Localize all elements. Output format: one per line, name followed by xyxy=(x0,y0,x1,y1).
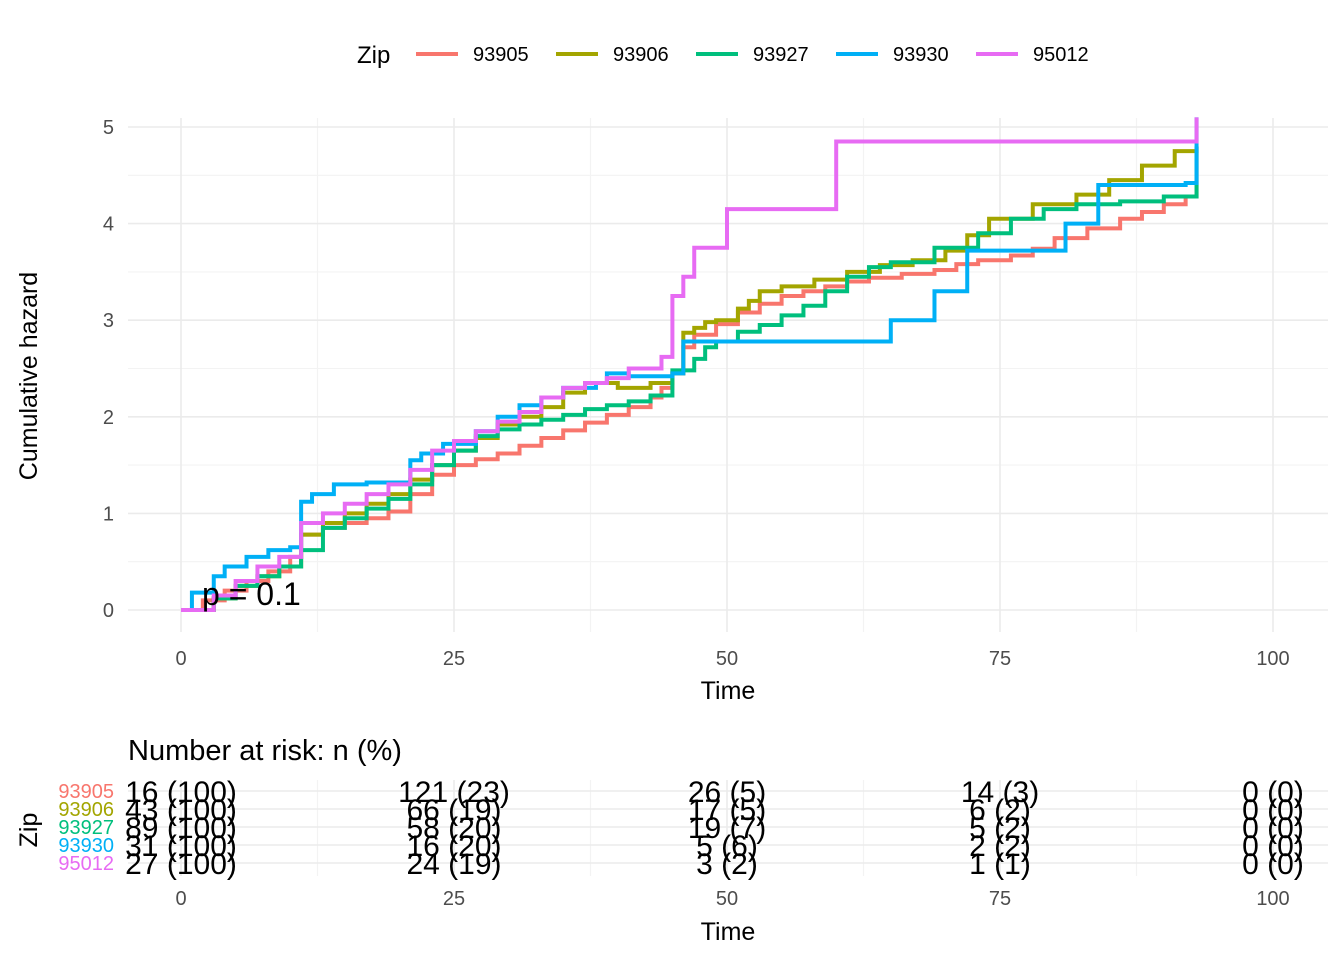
y-tick-label: 0 xyxy=(103,600,114,622)
risk-cell-93927-75: 5 (2) xyxy=(969,812,1031,845)
series-line-93927 xyxy=(181,146,1199,612)
main-plot-panel: 0 1 2 3 4 5 0 25 50 75 100 p = 0.1 Time Cumulativ… xyxy=(15,117,1328,705)
risk-cell-95012-0: 27 (100) xyxy=(125,848,237,881)
x-tick-label: 0 xyxy=(175,648,186,670)
risk-cell-95012-25: 24 (19) xyxy=(406,848,501,881)
risk-x-tick-label: 50 xyxy=(716,888,738,910)
y-tick-label: 1 xyxy=(103,503,114,525)
risk-cell-93905-25: 121 (23) xyxy=(398,776,510,809)
legend-label-93906: 93906 xyxy=(613,44,669,66)
risk-row-label-93905: 93905 xyxy=(58,781,114,803)
risk-x-tick-label: 25 xyxy=(443,888,465,910)
risk-cell-95012-75: 1 (1) xyxy=(969,848,1031,881)
main-grid xyxy=(128,118,1328,632)
risk-row-label-93930: 93930 xyxy=(58,835,114,857)
y-tick-label: 3 xyxy=(103,310,114,332)
y-tick-label: 4 xyxy=(103,214,114,236)
risk-cell-93930-0: 31 (100) xyxy=(125,830,237,863)
risk-table-x-ticks: 0 25 50 75 100 xyxy=(175,888,1289,910)
risk-cell-93927-100: 0 (0) xyxy=(1242,812,1304,845)
legend-title: Zip xyxy=(357,42,390,69)
y-tick-label: 2 xyxy=(103,407,114,429)
risk-cell-93930-50: 5 (6) xyxy=(696,830,758,863)
risk-cell-93906-100: 0 (0) xyxy=(1242,794,1304,827)
y-tick-label: 5 xyxy=(103,117,114,139)
p-value-annotation: p = 0.1 xyxy=(202,576,301,612)
legend-label-95012: 95012 xyxy=(1033,44,1089,66)
risk-cell-93906-0: 43 (100) xyxy=(125,794,237,827)
risk-cell-93930-100: 0 (0) xyxy=(1242,830,1304,863)
legend-label-93905: 93905 xyxy=(473,44,529,66)
risk-cell-93906-75: 6 (2) xyxy=(969,794,1031,827)
x-tick-label: 75 xyxy=(989,648,1011,670)
risk-cell-93927-0: 89 (100) xyxy=(125,812,237,845)
risk-x-tick-label: 75 xyxy=(989,888,1011,910)
risk-cell-93930-75: 2 (2) xyxy=(969,830,1031,863)
risk-cell-95012-50: 3 (2) xyxy=(696,848,758,881)
risk-x-tick-label: 100 xyxy=(1256,888,1289,910)
x-tick-label: 100 xyxy=(1256,648,1289,670)
risk-cell-93927-50: 19 (7) xyxy=(688,812,766,845)
x-axis-ticks: 0 25 50 75 100 xyxy=(175,648,1289,670)
x-axis-title: Time xyxy=(701,677,756,705)
risk-table: Number at risk: n (%) 939059390693927939… xyxy=(15,735,1328,946)
y-axis-title: Cumulative hazard xyxy=(15,272,43,480)
risk-table-grid xyxy=(128,780,1328,876)
x-tick-label: 50 xyxy=(716,648,738,670)
legend-label-93930: 93930 xyxy=(893,44,949,66)
risk-cell-95012-100: 0 (0) xyxy=(1242,848,1304,881)
risk-cell-93905-0: 16 (100) xyxy=(125,776,237,809)
risk-table-y-title: Zip xyxy=(15,813,43,848)
risk-row-label-95012: 95012 xyxy=(58,853,114,875)
risk-cell-93905-100: 0 (0) xyxy=(1242,776,1304,809)
risk-row-label-93906: 93906 xyxy=(58,799,114,821)
risk-table-cells: 16 (100) 121 (23) 26 (5) 14 (3) 0 (0) 43 (100… xyxy=(125,776,1304,881)
risk-table-x-title: Time xyxy=(701,918,756,946)
legend: Zip 93905 93906 93927 93930 95012 xyxy=(357,42,1089,69)
risk-cell-93905-50: 26 (5) xyxy=(688,776,766,809)
risk-cell-93905-75: 14 (3) xyxy=(961,776,1039,809)
series-line-95012 xyxy=(181,117,1199,612)
series-line-93930 xyxy=(181,117,1199,612)
risk-table-title: Number at risk: n (%) xyxy=(128,735,402,767)
risk-row-label-93927: 93927 xyxy=(58,817,114,839)
risk-cell-93906-25: 66 (19) xyxy=(406,794,501,827)
risk-cell-93906-50: 17 (5) xyxy=(688,794,766,827)
series-lines xyxy=(181,117,1199,612)
legend-label-93927: 93927 xyxy=(753,44,809,66)
x-tick-label: 25 xyxy=(443,648,465,670)
risk-x-tick-label: 0 xyxy=(175,888,186,910)
risk-cell-93927-25: 58 (20) xyxy=(406,812,501,845)
risk-cell-93930-25: 16 (20) xyxy=(406,830,501,863)
y-axis-ticks: 0 1 2 3 4 5 xyxy=(103,117,114,622)
